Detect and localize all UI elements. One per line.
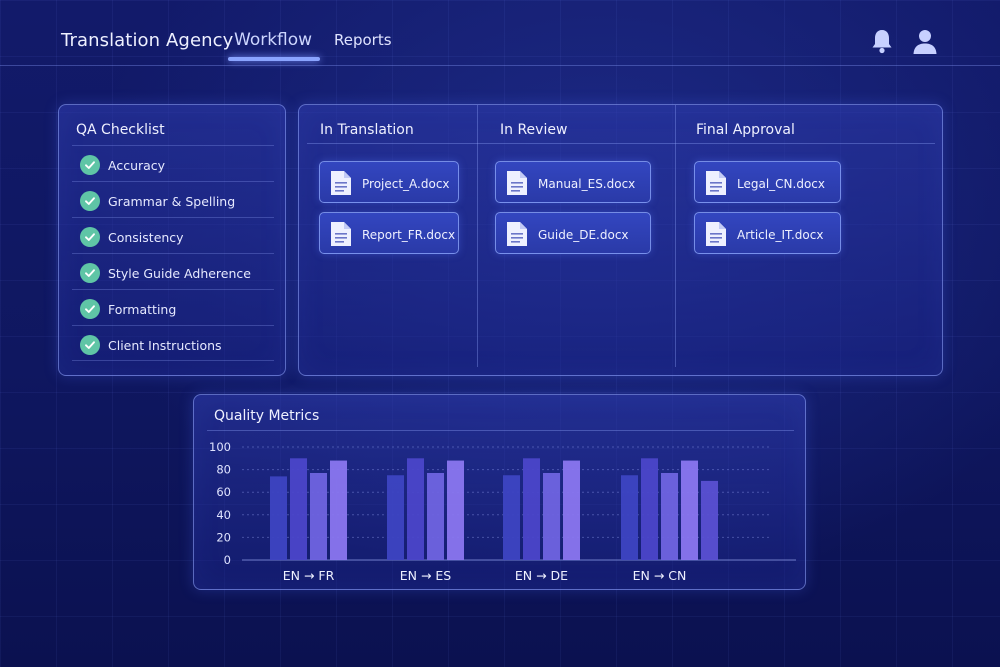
qa-item-label: Accuracy: [108, 158, 166, 173]
bar: [427, 472, 444, 560]
qa-item-grammar-spelling[interactable]: Grammar & Spelling: [72, 181, 274, 217]
qa-item-style-guide[interactable]: Style Guide Adherence: [72, 253, 274, 289]
active-tab-indicator: [228, 57, 320, 61]
bell-icon[interactable]: [868, 27, 896, 55]
qa-item-client-instructions[interactable]: Client Instructions: [72, 325, 274, 361]
workflow-board: In Translation In Review Final Approval …: [298, 104, 943, 376]
bar: [290, 458, 307, 560]
quality-metrics-panel: Quality Metrics 0 20 40 60 80 100 EN → FR EN → …: [193, 394, 806, 590]
qa-item-label: Style Guide Adherence: [108, 266, 251, 281]
document-icon: [706, 222, 726, 246]
check-circle-icon: [80, 299, 100, 319]
bar: [503, 475, 520, 560]
document-icon: [507, 171, 527, 195]
document-icon: [706, 171, 726, 195]
x-category-label: EN → ES: [400, 568, 452, 583]
y-tick-label: 100: [209, 440, 231, 454]
check-circle-icon: [80, 335, 100, 355]
qa-item-consistency[interactable]: Consistency: [72, 217, 274, 253]
check-circle-icon: [80, 263, 100, 283]
doc-card-filename: Report_FR.docx: [362, 228, 456, 242]
check-circle-icon: [80, 191, 100, 211]
qa-checklist-title: QA Checklist: [76, 122, 165, 138]
x-category-label: EN → CN: [633, 568, 687, 583]
document-icon: [331, 171, 351, 195]
tab-reports[interactable]: Reports: [334, 31, 392, 49]
document-icon: [331, 222, 351, 246]
doc-card[interactable]: Manual_ES.docx: [495, 161, 651, 203]
column-title-final-approval: Final Approval: [696, 122, 795, 138]
user-icon[interactable]: [911, 27, 939, 55]
check-circle-icon: [80, 227, 100, 247]
qa-item-label: Grammar & Spelling: [108, 194, 236, 209]
column-divider: [675, 105, 676, 367]
doc-card[interactable]: Project_A.docx: [319, 161, 459, 203]
doc-card-filename: Manual_ES.docx: [538, 177, 636, 191]
bar: [543, 472, 560, 560]
y-tick-label: 0: [224, 553, 231, 567]
qa-item-label: Client Instructions: [108, 338, 222, 353]
bar: [270, 476, 287, 560]
brand-title: Translation Agency: [61, 30, 234, 51]
bar: [641, 458, 658, 560]
x-category-label: EN → FR: [283, 568, 335, 583]
bar: [681, 460, 698, 560]
tab-workflow[interactable]: Workflow: [234, 30, 313, 50]
doc-card[interactable]: Report_FR.docx: [319, 212, 459, 254]
bar: [330, 460, 347, 560]
y-tick-label: 20: [216, 530, 231, 544]
y-tick-label: 60: [216, 485, 231, 499]
metrics-title-rule: [207, 430, 794, 431]
bar: [523, 458, 540, 560]
doc-card[interactable]: Article_IT.docx: [694, 212, 841, 254]
x-category-label: EN → DE: [515, 568, 568, 583]
bar: [701, 480, 718, 560]
bar: [661, 472, 678, 560]
doc-card[interactable]: Legal_CN.docx: [694, 161, 841, 203]
quality-bar-chart: 0 20 40 60 80 100 EN → FR EN → ES EN → DE EN → CN: [209, 440, 796, 583]
bar: [563, 460, 580, 560]
bar: [621, 475, 638, 560]
qa-item-label: Formatting: [108, 302, 177, 317]
doc-card-filename: Legal_CN.docx: [737, 177, 825, 191]
doc-card[interactable]: Guide_DE.docx: [495, 212, 651, 254]
top-nav: Translation Agency Workflow Reports: [0, 0, 1000, 66]
bar: [310, 472, 327, 560]
qa-checklist-panel: QA Checklist Accuracy Grammar & Spelling…: [58, 104, 286, 376]
check-circle-icon: [80, 155, 100, 175]
y-tick-label: 80: [216, 463, 231, 477]
bar: [447, 460, 464, 560]
qa-item-accuracy[interactable]: Accuracy: [72, 145, 274, 181]
document-icon: [507, 222, 527, 246]
qa-item-label: Consistency: [108, 230, 184, 245]
bar: [387, 475, 404, 560]
y-tick-label: 40: [216, 508, 231, 522]
doc-card-filename: Project_A.docx: [362, 177, 450, 191]
qa-item-formatting[interactable]: Formatting: [72, 289, 274, 325]
column-title-in-review: In Review: [500, 122, 568, 138]
bar: [407, 458, 424, 560]
column-title-in-translation: In Translation: [320, 122, 414, 138]
quality-metrics-title: Quality Metrics: [214, 408, 320, 424]
doc-card-filename: Guide_DE.docx: [538, 228, 629, 242]
column-divider: [477, 105, 478, 367]
doc-card-filename: Article_IT.docx: [737, 228, 824, 242]
column-header-rule: [307, 143, 935, 144]
